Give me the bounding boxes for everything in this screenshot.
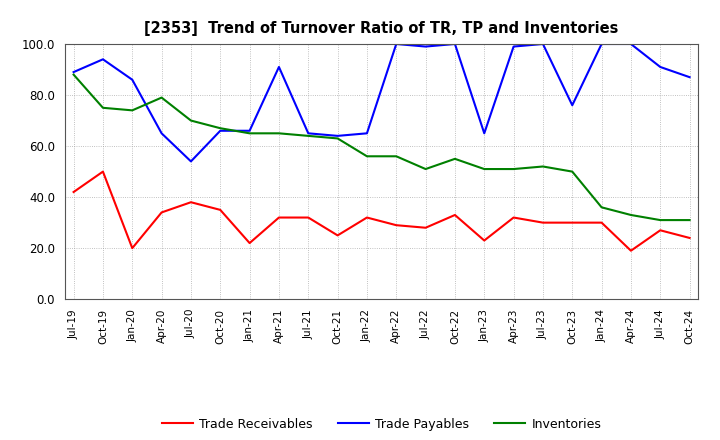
Trade Receivables: [598, 220, 606, 225]
Trade Payables: [128, 77, 137, 82]
Trade Payables: [626, 41, 635, 47]
Line: Trade Payables: Trade Payables: [73, 44, 690, 161]
Trade Receivables: [69, 189, 78, 194]
Trade Receivables: [304, 215, 312, 220]
Trade Payables: [539, 41, 547, 47]
Line: Trade Receivables: Trade Receivables: [73, 172, 690, 251]
Inventories: [274, 131, 283, 136]
Line: Inventories: Inventories: [73, 75, 690, 220]
Inventories: [216, 125, 225, 131]
Inventories: [392, 154, 400, 159]
Trade Payables: [480, 131, 489, 136]
Inventories: [685, 217, 694, 223]
Inventories: [333, 136, 342, 141]
Trade Receivables: [363, 215, 372, 220]
Trade Receivables: [333, 233, 342, 238]
Trade Payables: [392, 41, 400, 47]
Inventories: [186, 118, 195, 123]
Inventories: [69, 72, 78, 77]
Trade Payables: [656, 64, 665, 70]
Trade Payables: [451, 41, 459, 47]
Trade Receivables: [539, 220, 547, 225]
Trade Receivables: [216, 207, 225, 213]
Trade Payables: [568, 103, 577, 108]
Trade Payables: [333, 133, 342, 139]
Trade Receivables: [186, 200, 195, 205]
Trade Receivables: [246, 240, 254, 246]
Trade Receivables: [421, 225, 430, 231]
Legend: Trade Receivables, Trade Payables, Inventories: Trade Receivables, Trade Payables, Inven…: [157, 413, 606, 436]
Trade Payables: [69, 70, 78, 75]
Trade Receivables: [509, 215, 518, 220]
Trade Payables: [246, 128, 254, 133]
Trade Payables: [186, 159, 195, 164]
Trade Payables: [216, 128, 225, 133]
Inventories: [304, 133, 312, 139]
Trade Receivables: [568, 220, 577, 225]
Trade Receivables: [128, 246, 137, 251]
Trade Payables: [598, 41, 606, 47]
Trade Receivables: [157, 210, 166, 215]
Inventories: [157, 95, 166, 100]
Trade Payables: [421, 44, 430, 49]
Trade Receivables: [626, 248, 635, 253]
Inventories: [363, 154, 372, 159]
Trade Receivables: [451, 213, 459, 218]
Inventories: [598, 205, 606, 210]
Inventories: [99, 105, 107, 110]
Trade Receivables: [480, 238, 489, 243]
Trade Payables: [304, 131, 312, 136]
Trade Payables: [99, 57, 107, 62]
Inventories: [656, 217, 665, 223]
Title: [2353]  Trend of Turnover Ratio of TR, TP and Inventories: [2353] Trend of Turnover Ratio of TR, TP…: [145, 21, 618, 36]
Inventories: [421, 166, 430, 172]
Trade Receivables: [274, 215, 283, 220]
Trade Payables: [274, 64, 283, 70]
Trade Payables: [363, 131, 372, 136]
Inventories: [568, 169, 577, 174]
Trade Payables: [157, 131, 166, 136]
Trade Receivables: [392, 223, 400, 228]
Inventories: [451, 156, 459, 161]
Inventories: [626, 213, 635, 218]
Trade Receivables: [656, 227, 665, 233]
Inventories: [128, 108, 137, 113]
Inventories: [246, 131, 254, 136]
Trade Payables: [685, 74, 694, 80]
Inventories: [480, 166, 489, 172]
Inventories: [509, 166, 518, 172]
Trade Payables: [509, 44, 518, 49]
Trade Receivables: [99, 169, 107, 174]
Trade Receivables: [685, 235, 694, 241]
Inventories: [539, 164, 547, 169]
